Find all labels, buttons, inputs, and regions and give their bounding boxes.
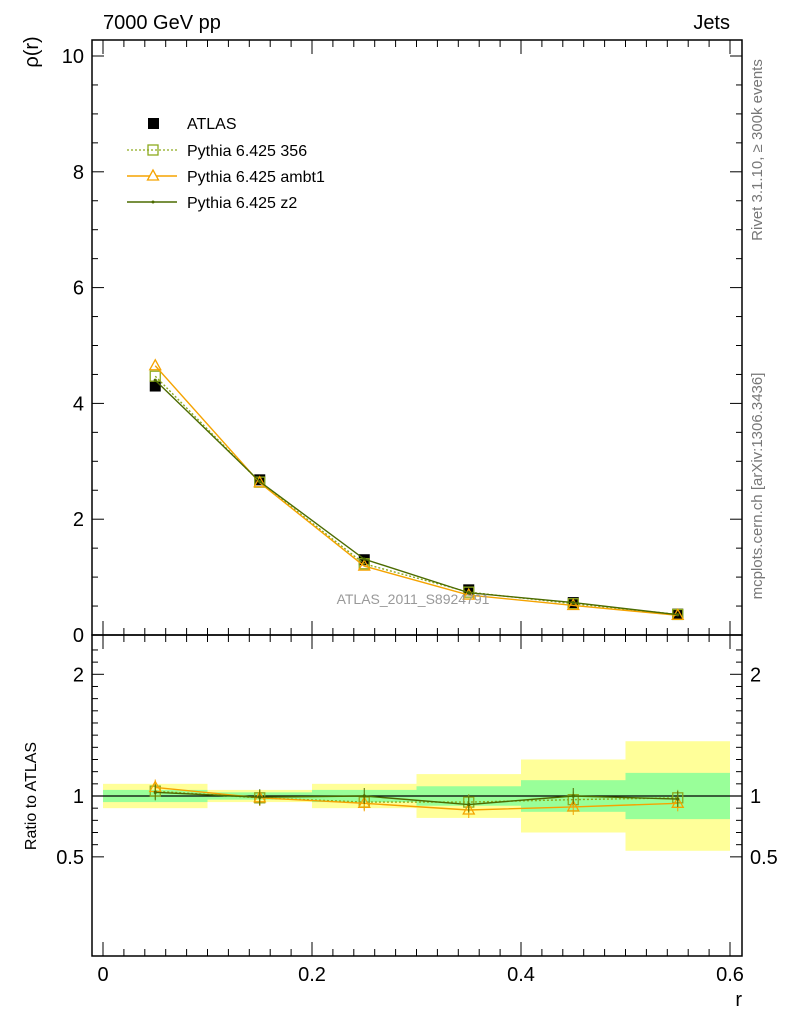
energy-label: 7000 GeV pp <box>103 12 221 34</box>
main-point-ambt1 <box>357 558 371 571</box>
main-y-tick-label: 8 <box>73 162 84 184</box>
x-tick-label: 0 <box>97 964 108 986</box>
main-line-ambt1 <box>154 365 678 617</box>
legend-marker-ambt1 <box>146 168 160 181</box>
main-line-z2 <box>154 379 678 616</box>
ratio-line-z2 <box>155 791 678 806</box>
main-y-tick-label: 6 <box>73 278 84 300</box>
ratio-y-tick-label: 2 <box>73 664 84 686</box>
ratio-y-tick-label-right: 2 <box>750 664 761 686</box>
main-point-z2 <box>571 600 575 605</box>
legend-label-atlas: ATLAS <box>187 116 237 133</box>
analysis-watermark: ATLAS_2011_S8924791 <box>337 591 490 607</box>
x-tick-label: 0.2 <box>298 964 326 986</box>
ratio-line-p356 <box>155 790 678 803</box>
process-label: Jets <box>693 12 730 34</box>
main-point-z2 <box>258 479 262 484</box>
main-line-p356 <box>154 375 678 616</box>
main-point-ambt1 <box>148 358 162 371</box>
main-point-z2 <box>467 591 471 595</box>
main-point-z2 <box>362 557 366 561</box>
legend-marker-356 <box>147 144 159 156</box>
legend-entry-z2: Pythia 6.425 z2 <box>127 195 297 212</box>
main-point-p356 <box>463 586 475 598</box>
ratio-y-tick-label-right: 0.5 <box>750 847 778 869</box>
ratio-panel: 0.5 0.5 1 1 2 2 0 0.2 0.4 0.6 <box>56 634 778 986</box>
main-y-tick-label: 10 <box>62 46 84 68</box>
legend-label-z2: Pythia 6.425 z2 <box>187 195 297 212</box>
legend-marker-z2 <box>151 200 155 204</box>
ratio-y-tick-label: 1 <box>73 786 84 808</box>
ratio-y-tick-label-right: 1 <box>750 786 761 808</box>
mcplots-label: mcplots.cern.ch [arXiv:1306.3436] <box>749 373 766 600</box>
main-point-ambt1 <box>253 475 267 488</box>
legend-label-ambt1: Pythia 6.425 ambt1 <box>187 169 325 186</box>
main-y-tick-label: 2 <box>73 509 84 531</box>
legend-entry-356: Pythia 6.425 356 <box>127 143 307 160</box>
x-tick-label: 0.4 <box>507 964 535 986</box>
main-y-tick-label: 4 <box>73 393 84 415</box>
main-y-tick-label: 0 <box>73 625 84 647</box>
main-point-atlas <box>254 474 266 486</box>
legend: ATLAS Pythia 6.425 356 Pythia 6.425 ambt… <box>127 116 325 212</box>
rivet-label: Rivet 3.1.10, ≥ 300k events <box>749 59 766 241</box>
legend-marker-atlas <box>148 118 159 129</box>
x-axis-label: r <box>735 989 742 1011</box>
main-panel: 0 2 4 6 8 10 <box>62 39 743 647</box>
main-point-z2 <box>676 613 680 617</box>
legend-label-356: Pythia 6.425 356 <box>187 143 307 160</box>
legend-entry-atlas: ATLAS <box>148 116 237 133</box>
main-point-ambt1 <box>566 598 580 611</box>
main-y-axis-label: ρ(r) <box>21 36 43 67</box>
main-point-atlas <box>149 380 161 392</box>
x-tick-label: 0.6 <box>716 964 744 986</box>
main-point-z2 <box>153 378 157 382</box>
ratio-frame <box>91 634 743 957</box>
main-point-ambt1 <box>462 587 476 600</box>
legend-entry-ambt1: Pythia 6.425 ambt1 <box>127 168 325 186</box>
ratio-y-tick-label: 0.5 <box>56 847 84 869</box>
ratio-y-axis-label: Ratio to ATLAS <box>23 742 40 850</box>
